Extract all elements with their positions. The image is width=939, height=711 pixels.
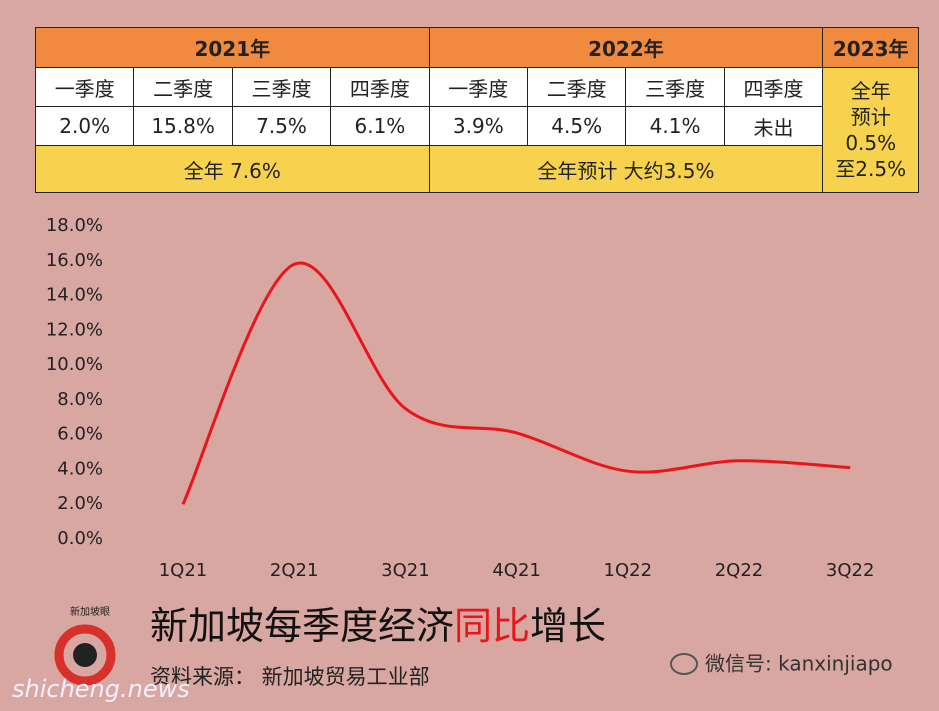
table-row: 2021年 2022年 2023年 — [35, 27, 920, 68]
summary-table: 2021年 2022年 2023年 一季度 二季度 三季度 四季度 一季度 二季度 三季度 四季度全… — [34, 27, 920, 193]
annual-value: 全年预计 大约3.5% — [428, 145, 824, 193]
quarter-header: 三季度 — [625, 67, 725, 107]
y-tick-label: 12.0% — [46, 319, 103, 340]
quarter-header: 一季度 — [428, 67, 529, 107]
title-part: 新加坡每季度经济 — [150, 604, 454, 648]
logo-text: 新加坡眼 — [70, 605, 110, 618]
growth-value: 6.1% — [330, 106, 430, 146]
year-header: 2022年 — [428, 27, 824, 68]
y-tick-label: 10.0% — [46, 354, 103, 375]
y-tick-label: 4.0% — [57, 458, 103, 479]
site-watermark: shicheng.news — [12, 675, 190, 703]
growth-value: 未出 — [723, 106, 824, 146]
quarter-header: 一季度 — [34, 67, 135, 107]
forecast-line: 至2.5% — [835, 157, 907, 181]
growth-value: 7.5% — [231, 106, 332, 146]
logo-eye — [73, 643, 97, 667]
y-tick-label: 14.0% — [46, 285, 103, 306]
y-tick-label: 8.0% — [57, 389, 103, 410]
y-tick-label: 0.0% — [57, 528, 103, 549]
quarter-header: 四季度 — [723, 67, 824, 107]
year-header: 2021年 — [35, 27, 430, 68]
table-row: 一季度 二季度 三季度 四季度 一季度 二季度 三季度 四季度 全年 预计 0.5% 至2.5% — [34, 67, 920, 193]
source: 资料来源： 新加坡贸易工业部 — [150, 665, 430, 689]
y-tick-label: 2.0% — [57, 493, 103, 514]
title-part: 同比 — [454, 604, 530, 648]
forecast-line: 预计 — [850, 105, 891, 129]
y-tick-label: 16.0% — [46, 250, 103, 271]
x-tick-label: 2Q21 — [270, 560, 319, 581]
annual-value: 全年 7.6% — [35, 145, 430, 193]
y-tick-label: 6.0% — [57, 424, 103, 445]
quarter-header: 二季度 — [526, 67, 627, 107]
x-tick-label: 1Q21 — [159, 560, 208, 581]
growth-value: 2.0% — [34, 106, 135, 146]
x-tick-label: 2Q22 — [715, 560, 764, 581]
x-tick-label: 1Q22 — [604, 560, 653, 581]
chart-title: 新加坡每季度经济同比增长 — [150, 604, 606, 648]
forecast-cell: 全年 预计 0.5% 至2.5% — [822, 67, 920, 193]
table-row: 2.0% 15.8% 7.5% 6.1% 3.9% 4.5% 4.1% 未出 — [34, 106, 919, 146]
x-tick-label: 3Q21 — [381, 560, 430, 581]
y-tick-label: 18.0% — [46, 215, 103, 236]
wechat-icon — [670, 653, 698, 675]
quarter-header: 四季度 — [330, 67, 430, 107]
quarter-header: 三季度 — [231, 67, 332, 107]
logo-ring — [54, 624, 116, 686]
forecast-line: 全年 — [850, 79, 891, 103]
wechat-id: 微信号: kanxinjiapo — [705, 652, 893, 676]
line-series — [181, 261, 851, 505]
forecast-line: 0.5% — [845, 131, 897, 155]
growth-value: 4.1% — [625, 106, 725, 146]
title-part: 增长 — [530, 604, 606, 648]
x-tick-label: 3Q22 — [826, 560, 875, 581]
table-row: 全年 7.6% 全年预计 大约3.5% — [35, 145, 919, 193]
x-tick-label: 4Q21 — [492, 560, 541, 581]
growth-value: 4.5% — [526, 106, 627, 146]
